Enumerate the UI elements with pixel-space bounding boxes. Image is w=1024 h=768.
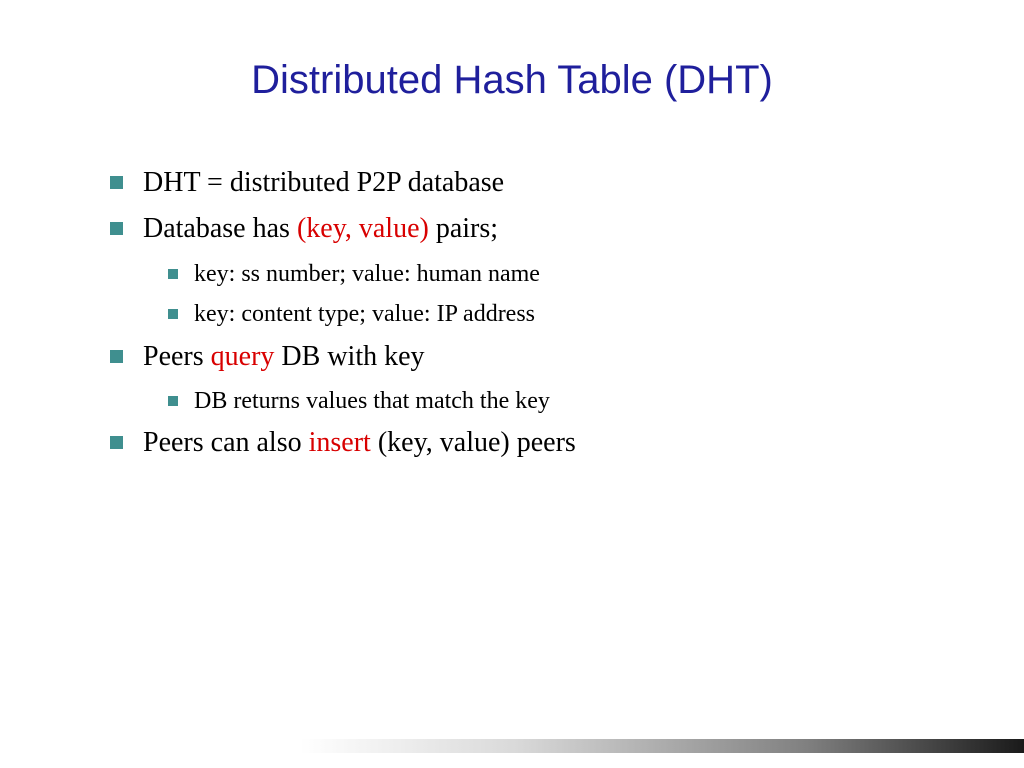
bullet-level2: key: ss number; value: human name [168,258,944,290]
plain-text: DB returns values that match the key [194,388,550,414]
bullet-text: Database has (key, value) pairs; [143,211,498,247]
bullet-square-icon [168,269,178,279]
slide-body: DHT = distributed P2P database Database h… [110,165,944,472]
bullet-square-icon [110,222,123,235]
plain-text: Database has [143,213,297,244]
slide-title: Distributed Hash Table (DHT) [0,58,1024,103]
bullet-square-icon [168,396,178,406]
bullet-level1: DHT = distributed P2P database [110,165,944,201]
highlight-text: query [211,341,275,372]
plain-text: pairs; [429,213,498,244]
plain-text: DHT = distributed P2P database [143,167,504,198]
plain-text: key: content type; value: IP address [194,301,535,327]
highlight-text: insert [309,427,371,458]
bullet-square-icon [110,436,123,449]
bullet-level2: DB returns values that match the key [168,385,944,417]
highlight-text: (key, value) [297,213,429,244]
plain-text: Peers [143,341,211,372]
bullet-level1: Peers can also insert (key, value) peers [110,425,944,461]
bullet-text: DHT = distributed P2P database [143,165,504,201]
plain-text: Peers can also [143,427,309,458]
plain-text: (key, value) peers [371,427,576,458]
bullet-text: key: ss number; value: human name [194,258,540,290]
bullet-text: Peers query DB with key [143,339,425,375]
footer-gradient [300,739,1024,753]
plain-text: DB with key [274,341,424,372]
bullet-text: Peers can also insert (key, value) peers [143,425,576,461]
bullet-level1: Database has (key, value) pairs; [110,211,944,247]
bullet-square-icon [110,176,123,189]
bullet-level1: Peers query DB with key [110,339,944,375]
plain-text: key: ss number; value: human name [194,261,540,287]
bullet-text: DB returns values that match the key [194,385,550,417]
slide: Distributed Hash Table (DHT) DHT = distr… [0,0,1024,768]
bullet-text: key: content type; value: IP address [194,298,535,330]
bullet-square-icon [168,309,178,319]
bullet-square-icon [110,350,123,363]
bullet-level2: key: content type; value: IP address [168,298,944,330]
